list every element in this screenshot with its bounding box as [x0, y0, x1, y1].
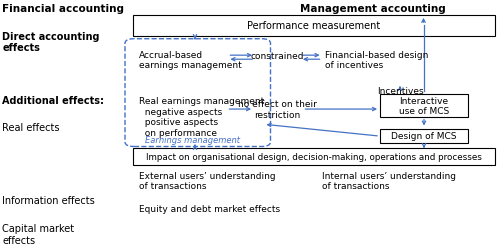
- Text: constrained: constrained: [251, 52, 304, 61]
- Text: Additional effects:: Additional effects:: [2, 96, 104, 106]
- Text: Equity and debt market effects: Equity and debt market effects: [139, 204, 280, 213]
- Text: Performance measurement: Performance measurement: [247, 21, 380, 31]
- Bar: [380, 94, 468, 117]
- Text: Financial-based design
of incentives: Financial-based design of incentives: [325, 50, 428, 70]
- Bar: [132, 149, 495, 165]
- Text: Real effects: Real effects: [2, 122, 60, 132]
- FancyBboxPatch shape: [125, 40, 270, 147]
- Text: Financial accounting: Financial accounting: [2, 4, 124, 14]
- Text: Information effects: Information effects: [2, 195, 95, 205]
- Text: Design of MCS: Design of MCS: [391, 132, 456, 141]
- Bar: [380, 129, 468, 144]
- Text: Earnings management: Earnings management: [145, 135, 240, 144]
- Text: Accrual-based
earnings management: Accrual-based earnings management: [139, 50, 242, 70]
- Text: Incentives: Incentives: [376, 86, 424, 95]
- Text: Direct accounting
effects: Direct accounting effects: [2, 32, 100, 53]
- Text: Real earnings management
  negative aspects
  positive aspects
  on performance: Real earnings management negative aspect…: [139, 97, 264, 137]
- Text: no effect on their
restriction: no effect on their restriction: [238, 100, 317, 119]
- Bar: [132, 16, 495, 37]
- Text: Impact on organisational design, decision-making, operations and processes: Impact on organisational design, decisio…: [146, 152, 482, 161]
- Text: Internal users’ understanding
of transactions: Internal users’ understanding of transac…: [322, 171, 456, 191]
- Text: Management accounting: Management accounting: [300, 4, 446, 14]
- Text: Interactive
use of MCS: Interactive use of MCS: [398, 96, 449, 115]
- Text: Capital market
effects: Capital market effects: [2, 223, 74, 244]
- Text: External users’ understanding
of transactions: External users’ understanding of transac…: [139, 171, 276, 191]
